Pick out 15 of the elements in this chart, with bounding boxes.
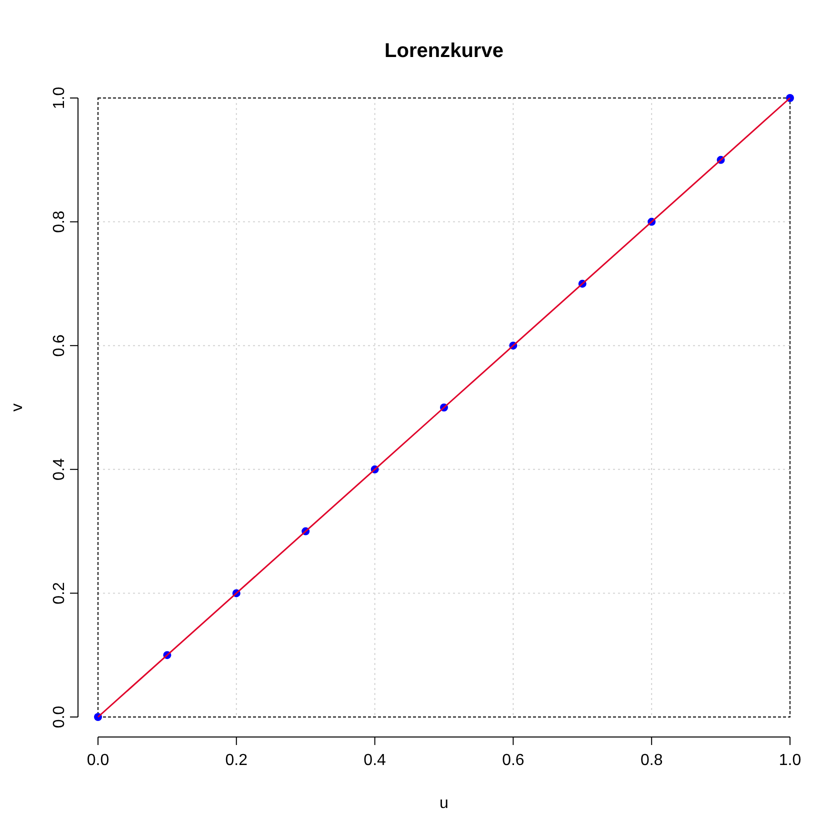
x-tick-label: 0.8 — [640, 752, 663, 769]
y-tick-label: 0.8 — [51, 210, 68, 233]
chart-title: Lorenzkurve — [384, 40, 504, 62]
x-tick-label: 0.4 — [364, 752, 386, 769]
x-tick-label: 0.6 — [502, 752, 524, 769]
x-tick-label: 0.0 — [86, 752, 110, 769]
y-tick-label: 0.2 — [51, 582, 68, 604]
y-tick-label: 0.0 — [51, 706, 68, 728]
x-tick-label: 0.2 — [225, 752, 248, 769]
y-tick-label: 0.4 — [51, 458, 68, 481]
y-tick-label: 1.0 — [51, 86, 68, 110]
x-axis-title: u — [440, 795, 448, 812]
y-tick-label: 0.6 — [51, 334, 68, 357]
x-tick-label: 1.0 — [778, 752, 802, 769]
y-axis-title: v — [9, 404, 26, 412]
